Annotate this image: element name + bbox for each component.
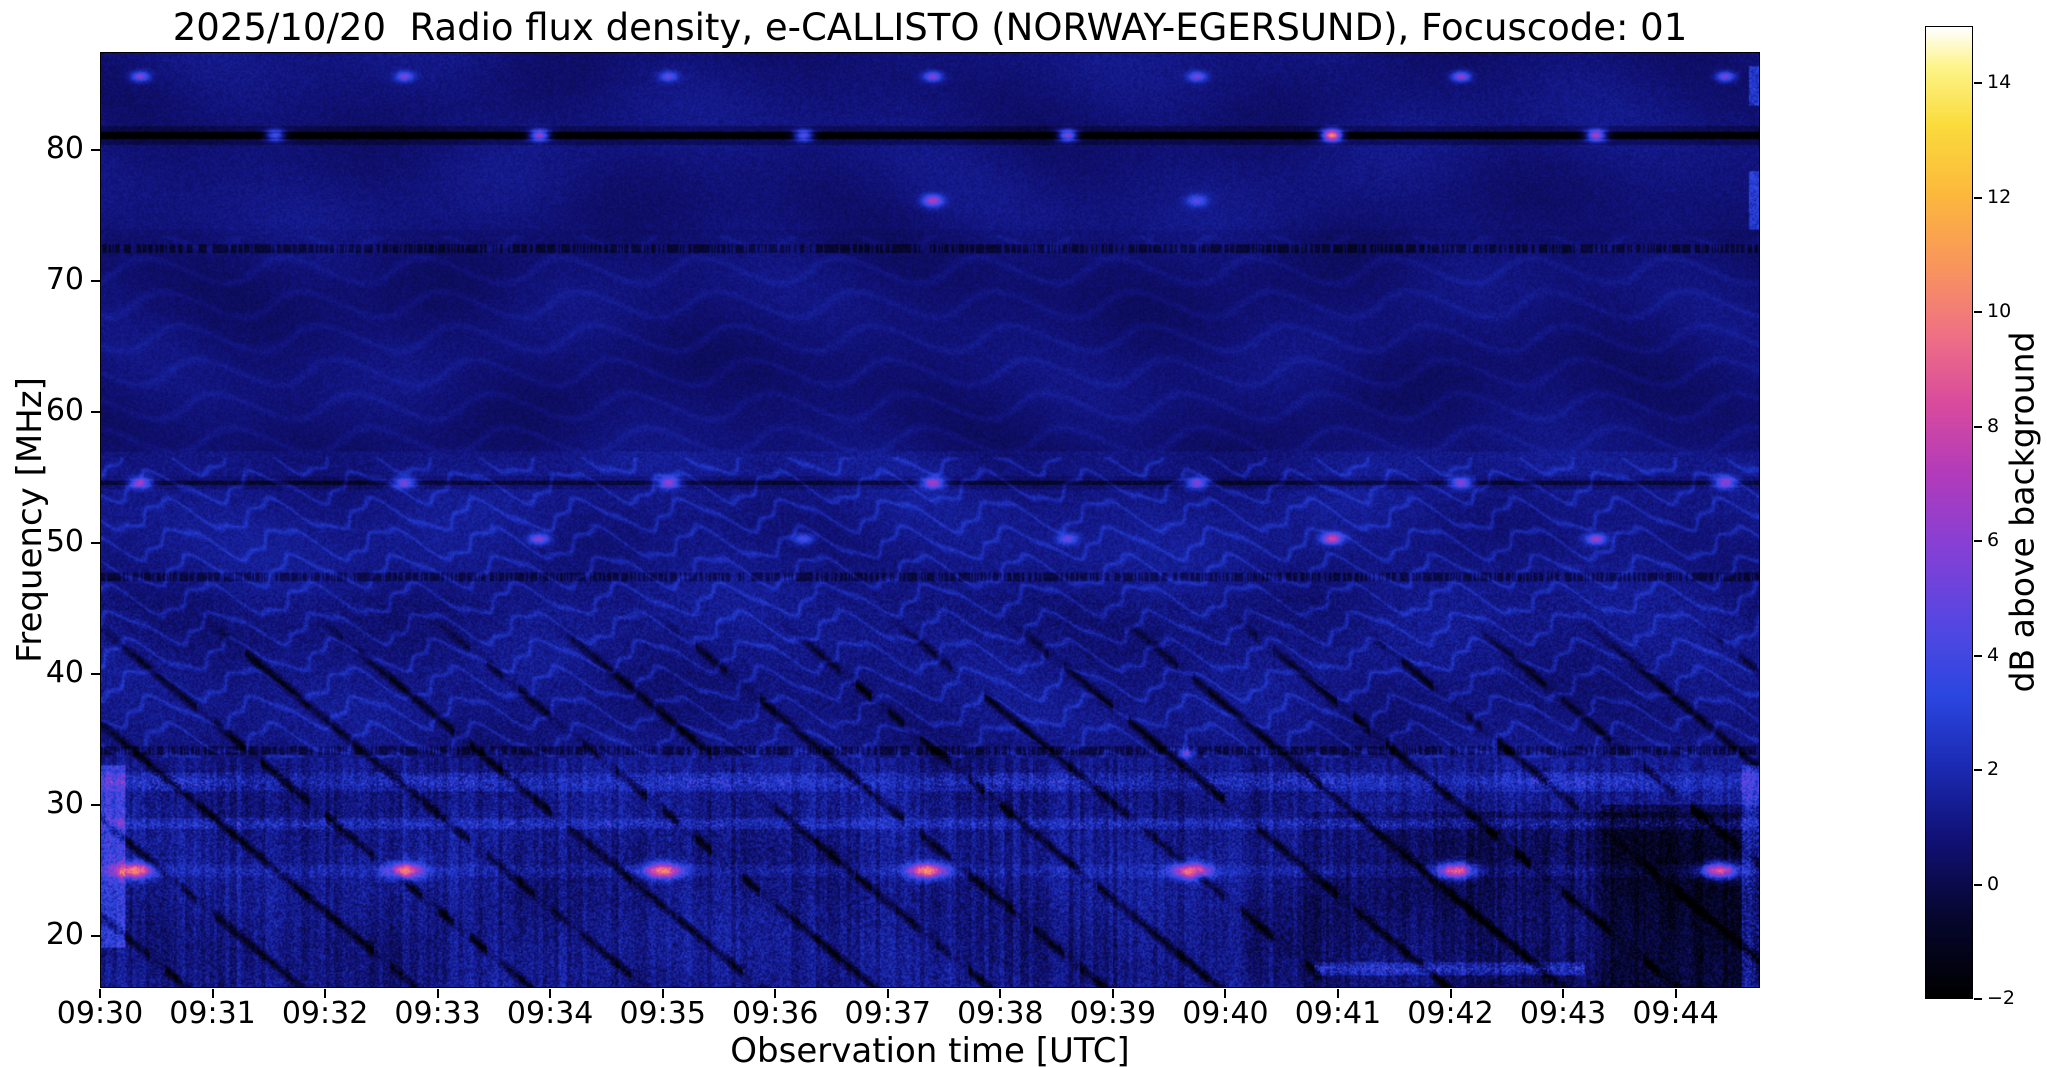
- colorbar-label: dB above background: [2002, 331, 2042, 693]
- y-tick-label: 50: [45, 523, 84, 559]
- y-tick-mark: [91, 672, 100, 675]
- x-tick-label: 09:33: [394, 996, 481, 1031]
- x-tick-label: 09:32: [281, 996, 369, 1031]
- colorbar-tick-label: 4: [1987, 643, 2000, 666]
- x-tick-label: 09:42: [1407, 996, 1494, 1031]
- colorbar-tick-label: 2: [1987, 758, 2000, 781]
- x-tick-label: 09:31: [169, 996, 256, 1031]
- x-tick-mark: [661, 989, 664, 998]
- colorbar-tick-label: −2: [1987, 987, 2016, 1009]
- x-tick-mark: [774, 989, 777, 998]
- colorbar-tick-mark: [1974, 425, 1982, 428]
- y-tick-label: 80: [45, 131, 84, 167]
- x-tick-label: 09:37: [844, 996, 932, 1031]
- colorbar-tick-mark: [1974, 769, 1982, 772]
- colorbar-tick-label: 0: [1987, 872, 2000, 895]
- colorbar-tick-label: 14: [1987, 71, 2012, 94]
- y-tick-mark: [91, 934, 100, 937]
- x-tick-mark: [999, 989, 1002, 998]
- colorbar-tick-mark: [1974, 311, 1982, 314]
- colorbar-tick-label: 6: [1987, 529, 2000, 552]
- x-tick-mark: [1336, 989, 1339, 998]
- x-tick-mark: [436, 989, 439, 998]
- x-tick-label: 09:30: [56, 996, 144, 1031]
- colorbar-tick-label: 12: [1987, 185, 2012, 208]
- colorbar-tick-mark: [1974, 82, 1982, 85]
- x-tick-mark: [886, 989, 889, 998]
- colorbar-canvas: [1925, 26, 1973, 999]
- x-tick-mark: [211, 989, 214, 998]
- x-axis-label: Observation time [UTC]: [730, 1031, 1130, 1067]
- x-tick-label: 09:41: [1294, 996, 1382, 1031]
- x-tick-label: 09:36: [732, 996, 819, 1031]
- x-tick-label: 09:39: [1069, 996, 1157, 1031]
- colorbar-tick-mark: [1974, 654, 1982, 657]
- x-tick-label: 09:38: [957, 996, 1044, 1031]
- colorbar-tick-mark: [1974, 883, 1982, 886]
- x-tick-mark: [1562, 989, 1565, 998]
- y-tick-label: 70: [45, 262, 84, 298]
- x-tick-label: 09:34: [506, 996, 594, 1031]
- y-tick-mark: [91, 149, 100, 152]
- y-tick-label: 30: [45, 785, 84, 821]
- colorbar-tick-label: 10: [1987, 300, 2012, 323]
- x-tick-mark: [549, 989, 552, 998]
- x-tick-mark: [1111, 989, 1114, 998]
- chart-title: 2025/10/20 Radio flux density, e-CALLIST…: [172, 6, 1688, 49]
- x-tick-mark: [99, 989, 101, 998]
- y-tick-mark: [91, 280, 100, 283]
- x-tick-mark: [324, 989, 327, 998]
- x-tick-label: 09:44: [1632, 996, 1719, 1031]
- colorbar-tick-mark: [1974, 196, 1982, 199]
- y-tick-label: 40: [45, 654, 84, 690]
- x-tick-mark: [1674, 989, 1677, 998]
- x-tick-label: 09:35: [619, 996, 706, 1031]
- x-tick-label: 09:43: [1519, 996, 1607, 1031]
- spectrogram-canvas: [100, 52, 1760, 988]
- x-tick-label: 09:40: [1182, 996, 1269, 1031]
- colorbar-tick-label: 8: [1987, 414, 2000, 437]
- x-tick-mark: [1224, 989, 1227, 998]
- y-tick-label: 60: [45, 393, 84, 428]
- colorbar-tick-mark: [1974, 540, 1982, 543]
- colorbar-tick-mark: [1974, 998, 1982, 1000]
- y-tick-mark: [91, 541, 100, 544]
- x-tick-mark: [1449, 989, 1452, 998]
- y-tick-mark: [91, 411, 100, 413]
- y-tick-mark: [91, 803, 100, 806]
- y-tick-label: 20: [45, 916, 84, 952]
